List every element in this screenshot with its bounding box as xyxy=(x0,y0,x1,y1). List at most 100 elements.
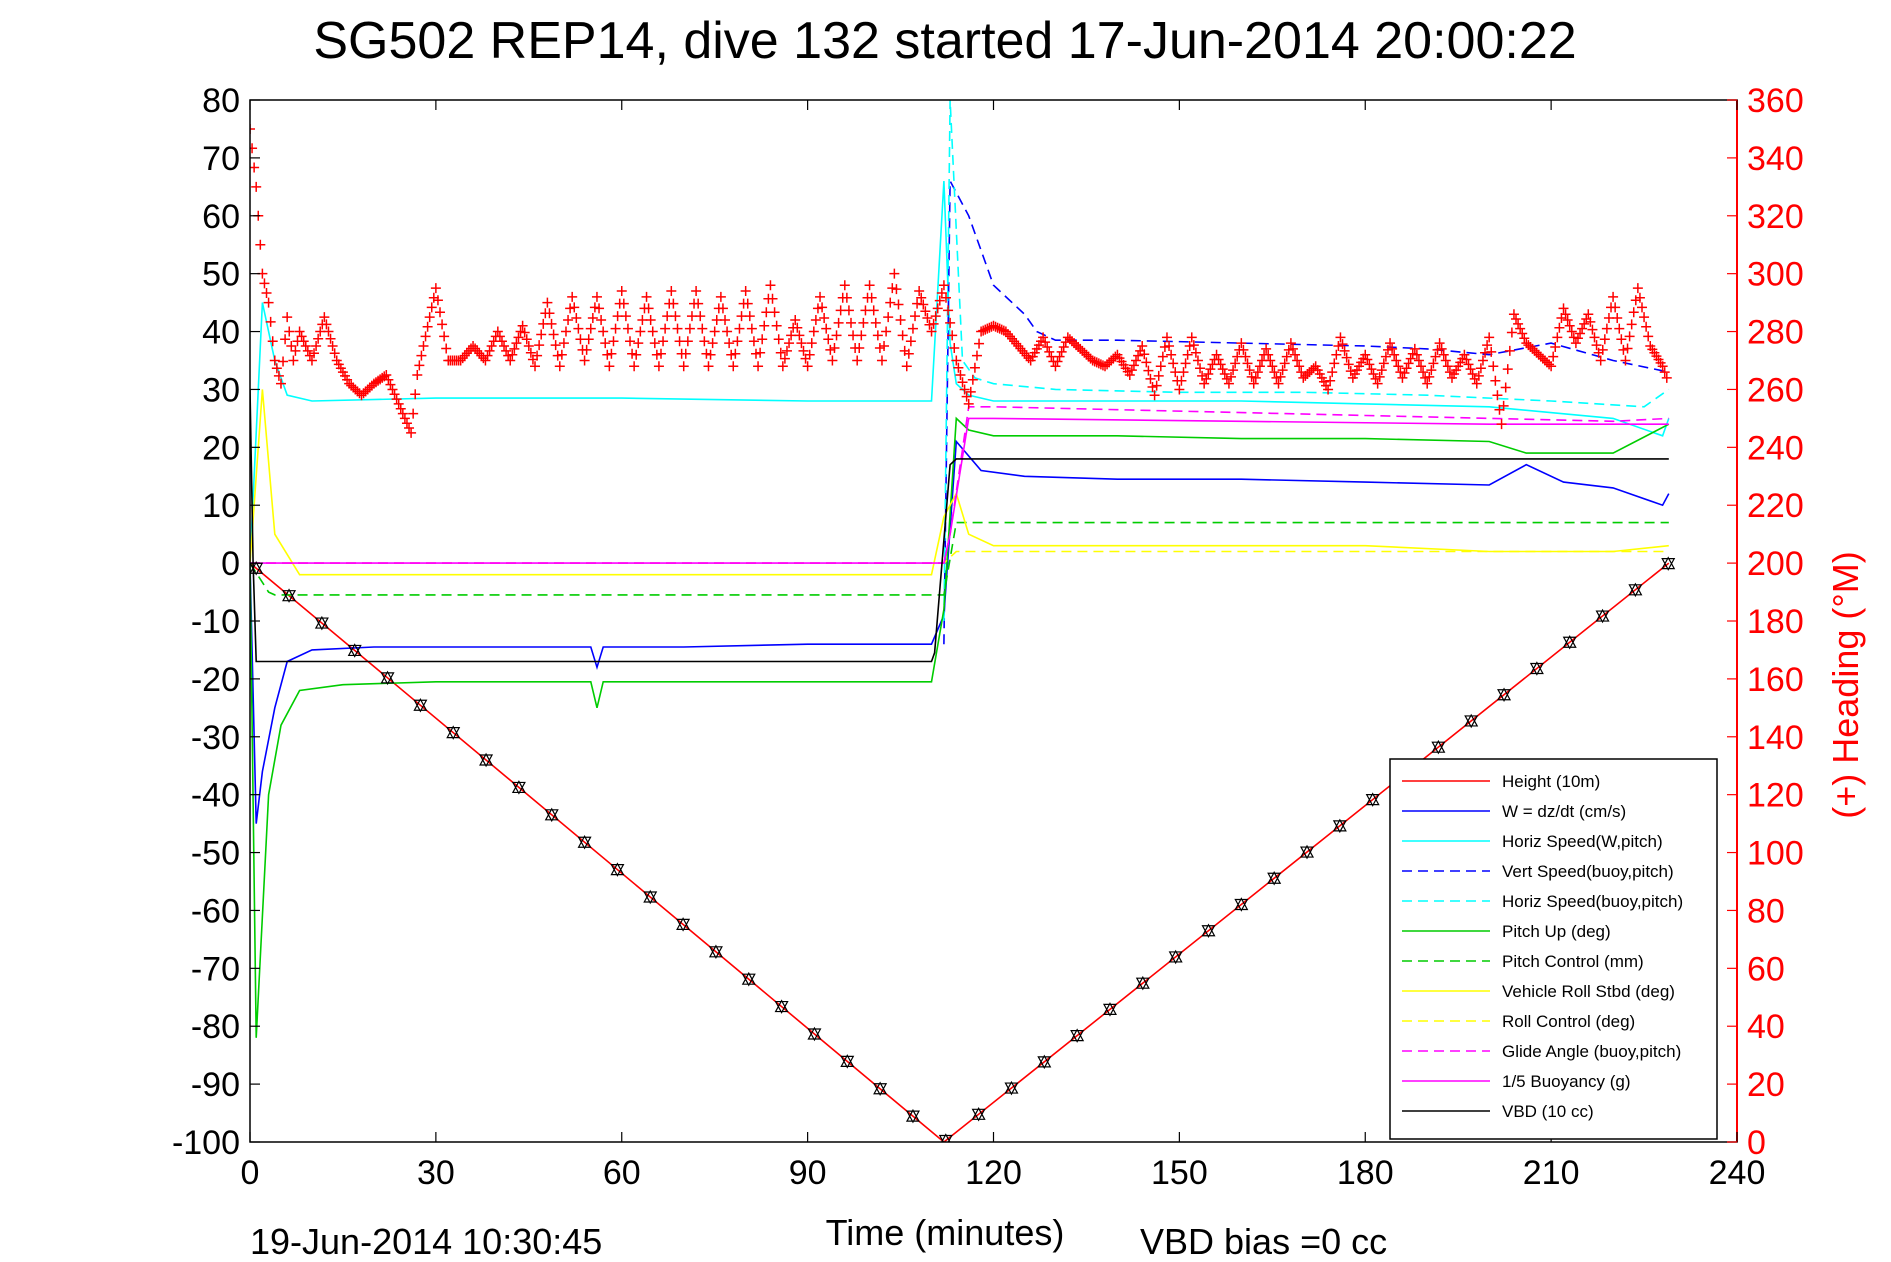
heading-marker xyxy=(1418,367,1429,378)
heading-marker xyxy=(294,326,305,337)
heading-marker xyxy=(1630,295,1641,306)
right-tick-label: 240 xyxy=(1747,429,1804,467)
heading-marker xyxy=(1413,355,1424,366)
right-tick-label: 80 xyxy=(1747,892,1785,930)
heading-marker xyxy=(631,349,642,360)
heading-marker xyxy=(534,340,545,351)
x-axis-label: Time (minutes) xyxy=(826,1212,1065,1253)
heading-marker xyxy=(1422,378,1433,389)
heading-marker xyxy=(990,321,1001,332)
heading-marker xyxy=(1011,338,1022,349)
heading-marker xyxy=(1488,361,1499,372)
heading-marker xyxy=(383,374,394,385)
series-line-10 xyxy=(250,417,1669,564)
heading-marker xyxy=(978,325,989,336)
heading-marker xyxy=(563,314,574,325)
depth-marker xyxy=(1628,582,1643,598)
heading-marker xyxy=(459,350,470,361)
heading-marker xyxy=(943,305,954,316)
heading-marker xyxy=(507,349,518,360)
depth-marker xyxy=(511,780,526,795)
x-tick-label: 0 xyxy=(241,1154,260,1192)
heading-marker xyxy=(1637,302,1647,313)
heading-marker xyxy=(932,303,943,314)
heading-marker xyxy=(1519,333,1530,344)
heading-marker xyxy=(1591,340,1602,351)
heading-marker xyxy=(313,333,324,344)
heading-marker xyxy=(1236,338,1247,349)
heading-marker xyxy=(627,348,638,359)
heading-marker xyxy=(1552,332,1563,343)
heading-marker xyxy=(472,345,483,356)
heading-marker xyxy=(298,336,309,347)
heading-marker xyxy=(1620,355,1631,366)
depth-marker xyxy=(905,1108,920,1124)
heading-marker xyxy=(905,336,916,347)
heading-marker xyxy=(1166,349,1177,360)
y-tick-label: -80 xyxy=(191,1008,240,1046)
heading-marker xyxy=(1294,361,1305,372)
heading-marker xyxy=(843,305,854,316)
heading-marker xyxy=(947,330,958,341)
heading-marker xyxy=(410,389,421,400)
heading-marker xyxy=(709,326,720,337)
heading-marker xyxy=(810,314,821,325)
depth-marker xyxy=(708,944,723,960)
heading-marker xyxy=(457,353,468,364)
heading-marker xyxy=(1203,369,1214,380)
heading-marker xyxy=(302,345,313,356)
heading-marker xyxy=(1473,370,1484,381)
heading-marker xyxy=(963,398,974,409)
right-tick-label: 260 xyxy=(1747,371,1804,409)
heading-marker xyxy=(282,312,293,323)
depth-marker xyxy=(1464,713,1479,729)
heading-marker xyxy=(1335,332,1346,343)
heading-marker xyxy=(1403,358,1414,369)
heading-marker xyxy=(1484,332,1495,343)
heading-marker xyxy=(1056,346,1067,357)
heading-marker xyxy=(1219,369,1230,380)
heading-marker xyxy=(596,314,607,325)
heading-marker xyxy=(560,326,571,337)
x-tick-label: 90 xyxy=(789,1154,827,1192)
heading-marker xyxy=(263,297,274,308)
heading-marker xyxy=(815,291,826,302)
heading-marker xyxy=(971,350,982,361)
heading-marker xyxy=(1089,356,1100,367)
heading-marker xyxy=(1424,371,1435,382)
heading-marker xyxy=(1217,364,1228,375)
depth-marker xyxy=(741,971,756,987)
heading-marker xyxy=(1329,358,1340,369)
heading-marker xyxy=(1275,371,1286,382)
right-tick-label: 0 xyxy=(1747,1124,1766,1162)
heading-marker xyxy=(550,340,561,351)
heading-marker xyxy=(1575,328,1586,339)
legend-label: Pitch Control (mm) xyxy=(1502,952,1644,971)
heading-marker xyxy=(852,355,863,366)
right-tick-label: 300 xyxy=(1747,256,1804,294)
heading-marker xyxy=(311,341,322,352)
depth-marker xyxy=(676,917,691,932)
legend-label: Vehicle Roll Stbd (deg) xyxy=(1502,982,1675,1001)
heading-marker xyxy=(910,311,921,322)
heading-marker xyxy=(1480,347,1491,358)
heading-marker xyxy=(872,330,883,341)
heading-marker xyxy=(620,311,631,322)
heading-marker xyxy=(1492,390,1503,401)
heading-marker xyxy=(581,344,592,355)
heading-marker xyxy=(1502,364,1513,375)
heading-marker xyxy=(969,362,980,373)
heading-marker xyxy=(1440,355,1451,366)
heading-marker xyxy=(309,348,320,359)
heading-marker xyxy=(748,336,759,347)
heading-marker xyxy=(1087,355,1098,366)
depth-marker xyxy=(1267,871,1282,886)
heading-marker xyxy=(470,343,481,354)
heading-marker xyxy=(573,323,584,334)
heading-marker xyxy=(594,303,605,314)
heading-marker xyxy=(437,319,448,330)
heading-marker xyxy=(1341,352,1352,363)
heading-marker xyxy=(1566,326,1577,337)
heading-marker xyxy=(920,306,931,317)
depth-marker xyxy=(873,1081,888,1097)
